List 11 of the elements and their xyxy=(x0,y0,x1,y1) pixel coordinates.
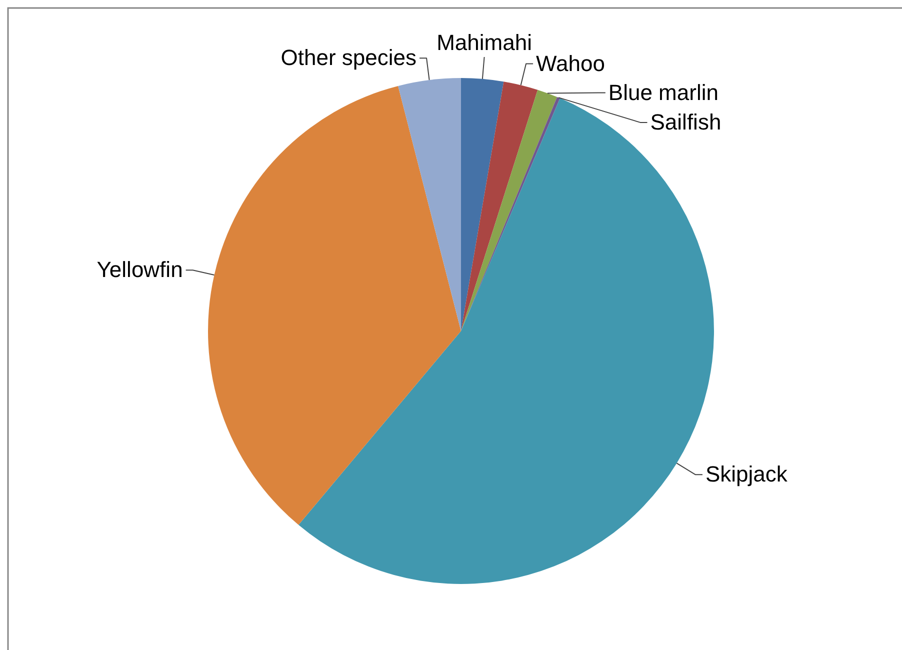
pie-slice xyxy=(398,78,461,331)
pie-slice xyxy=(208,86,461,525)
slice-label: Skipjack xyxy=(705,462,788,487)
slice-label: Wahoo xyxy=(536,50,605,76)
slice-label: Sailfish xyxy=(650,109,722,134)
slice-label: Blue marlin xyxy=(608,80,718,105)
slice-label: Mahimahi xyxy=(436,30,532,55)
pie-slice xyxy=(461,82,538,331)
pie-slice xyxy=(461,78,504,331)
slice-label: Other species xyxy=(280,45,417,70)
slice-label: Yellowfin xyxy=(96,257,183,282)
